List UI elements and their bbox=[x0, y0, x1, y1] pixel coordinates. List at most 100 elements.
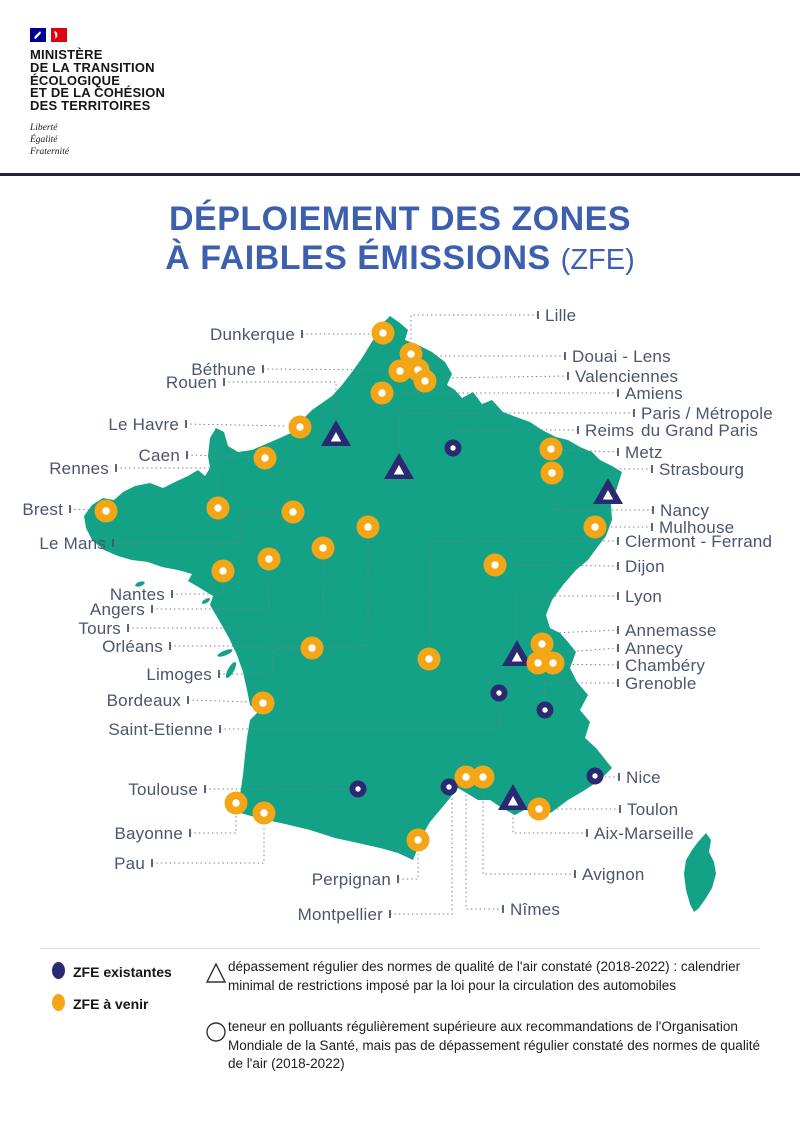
marker-lyon bbox=[502, 640, 532, 666]
label-reims: Reims bbox=[585, 421, 634, 440]
leader-perpignan bbox=[398, 854, 419, 880]
leader-metz bbox=[562, 449, 619, 453]
label-douai-lens: Douai - Lens bbox=[572, 347, 671, 366]
marker-aix-marseille bbox=[498, 784, 528, 810]
marker-avignon bbox=[471, 765, 495, 789]
marker-pau bbox=[252, 801, 276, 825]
label-le-havre: Le Havre bbox=[108, 415, 179, 434]
marker-rouen bbox=[321, 420, 351, 446]
label-brest: Brest bbox=[22, 500, 63, 519]
title-line-2-text: À FAIBLES ÉMISSIONS bbox=[165, 239, 551, 277]
marker-brest bbox=[94, 499, 118, 523]
legend-text-triangle: dépassement régulier des normes de quali… bbox=[228, 959, 741, 993]
marker-angers bbox=[257, 547, 281, 571]
marker-paris bbox=[384, 453, 414, 479]
leader-nancy bbox=[551, 483, 653, 511]
island-belle-ile bbox=[135, 581, 145, 587]
marker-valenciennes bbox=[413, 369, 437, 393]
marker-mulhouse bbox=[583, 515, 607, 539]
label-mulhouse: Mulhouse bbox=[659, 518, 734, 537]
ministry-line: DES TERRITOIRES bbox=[30, 98, 151, 114]
marker-bayonne bbox=[224, 791, 248, 815]
leader-annemasse bbox=[553, 629, 619, 634]
marker-metz bbox=[539, 437, 563, 461]
ministry-line: ÉCOLOGIQUE bbox=[30, 72, 121, 88]
marker-rennes bbox=[206, 496, 230, 520]
leader-le-havre bbox=[185, 423, 288, 427]
title-line-1: DÉPLOIEMENT DES ZONES bbox=[169, 200, 631, 238]
legend-label-zfe-a-venir: ZFE à venir bbox=[73, 996, 149, 1012]
page-title: DÉPLOIEMENT DES ZONES À FAIBLES ÉMISSION… bbox=[0, 200, 800, 280]
leader-aix-marseille bbox=[512, 813, 587, 834]
leader-bethune bbox=[262, 368, 389, 371]
ministry-line: MINISTÈRE bbox=[30, 47, 103, 62]
marker-nimes bbox=[454, 765, 478, 789]
ministry-line: DE LA TRANSITION bbox=[30, 59, 155, 75]
markers-layer bbox=[94, 321, 623, 852]
label-dijon: Dijon bbox=[625, 557, 665, 576]
leader-orleans bbox=[170, 540, 369, 647]
france-outline bbox=[84, 316, 622, 860]
marker-amiens bbox=[370, 381, 394, 405]
label-amiens: Amiens bbox=[625, 384, 683, 403]
label-perpignan: Perpignan bbox=[312, 870, 391, 889]
marker-grenoble bbox=[536, 701, 554, 719]
label-metz: Metz bbox=[625, 443, 663, 462]
circle-outline-icon bbox=[206, 1022, 226, 1042]
leader-clermont-ferrand bbox=[429, 540, 618, 645]
leader-bordeaux bbox=[187, 699, 251, 703]
label-bayonne: Bayonne bbox=[114, 824, 183, 843]
label-nantes: Nantes bbox=[110, 585, 165, 604]
marker-saint-etienne bbox=[490, 684, 508, 702]
leader-rennes bbox=[116, 467, 219, 495]
label-toulouse: Toulouse bbox=[128, 780, 198, 799]
marker-annemasse bbox=[530, 632, 554, 656]
label-toulon: Toulon bbox=[627, 800, 678, 819]
leader-grenoble bbox=[544, 682, 618, 700]
title-line-2: À FAIBLES ÉMISSIONS (ZFE) bbox=[0, 239, 800, 280]
legend-text-circle: teneur en polluants régulièrement supéri… bbox=[228, 1019, 761, 1071]
ministry-name: MINISTÈRE DE LA TRANSITION ÉCOLOGIQUE ET… bbox=[30, 47, 166, 114]
marker-reims bbox=[444, 439, 462, 457]
label-limoges: Limoges bbox=[146, 665, 212, 684]
marker-le-mans bbox=[281, 500, 305, 524]
leader-lines-layer bbox=[69, 311, 654, 918]
leader-caen bbox=[186, 454, 253, 458]
leader-dijon bbox=[507, 564, 619, 567]
label-lyon: Lyon bbox=[625, 587, 662, 606]
label-valenciennes: Valenciennes bbox=[575, 367, 678, 386]
marker-clermont-ferrand bbox=[417, 647, 441, 671]
legend-swatch-zfe-existantes bbox=[52, 962, 65, 979]
label-strasbourg: Strasbourg bbox=[659, 460, 744, 479]
label-annemasse: Annemasse bbox=[625, 621, 717, 640]
corsica-outline bbox=[684, 833, 716, 912]
label-annecy: Annecy bbox=[625, 639, 683, 658]
marker-nice bbox=[586, 767, 604, 785]
label-rouen: Rouen bbox=[166, 373, 217, 392]
leader-bayonne bbox=[190, 816, 237, 834]
label-pau: Pau bbox=[114, 854, 145, 873]
label-bethune: Béthune bbox=[191, 360, 256, 379]
leader-angers bbox=[152, 572, 270, 610]
marker-bethune bbox=[388, 359, 412, 383]
label-tours: Tours bbox=[78, 619, 121, 638]
leader-saint-etienne bbox=[220, 703, 500, 730]
marker-perpignan bbox=[406, 828, 430, 852]
legend-label-zfe-existantes: ZFE existantes bbox=[73, 964, 172, 980]
label-montpellier: Montpellier bbox=[298, 905, 383, 924]
ministry-line: ET DE LA COHÉSION bbox=[30, 85, 166, 101]
marker-caen bbox=[253, 446, 277, 470]
legend-swatch-zfe-a-venir bbox=[52, 994, 65, 1011]
label-angers: Angers bbox=[90, 600, 145, 619]
leader-nimes bbox=[465, 791, 503, 910]
marker-tours bbox=[311, 536, 335, 560]
label-le-mans: Le Mans bbox=[39, 534, 106, 553]
marker-orleans bbox=[356, 515, 380, 539]
label-paris: Paris / Métropole du Grand Paris bbox=[641, 404, 773, 440]
label-nimes: Nîmes bbox=[510, 900, 560, 919]
label-dunkerque: Dunkerque bbox=[210, 325, 295, 344]
french-flag-icon bbox=[30, 28, 67, 42]
label-lille: Lille bbox=[545, 306, 576, 325]
label-chambery: Chambéry bbox=[625, 656, 705, 675]
